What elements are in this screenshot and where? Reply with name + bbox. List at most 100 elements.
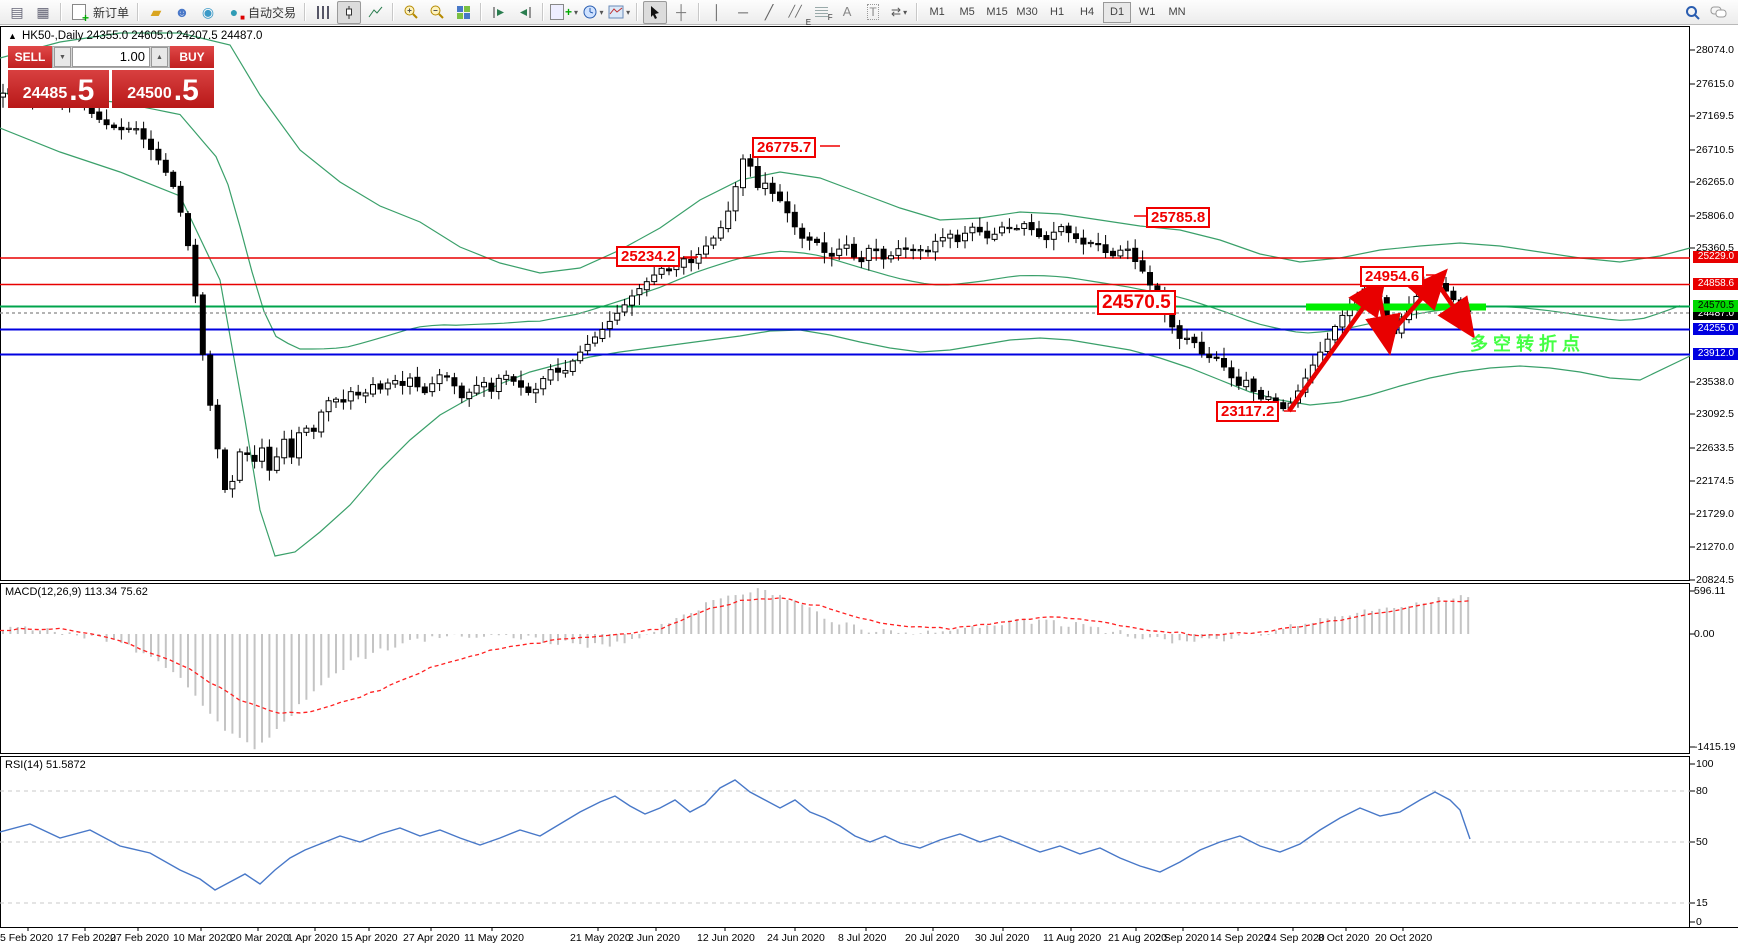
one-click-trading-panel: SELL ▼ 1.00 ▲ BUY 24485 .5 24500 .5 — [8, 46, 214, 108]
main-toolbar: ▤ ▦ + 新订单 ▰ ☻ ◉ ● ■ 自动交易 — [0, 0, 1738, 27]
arrows-icon[interactable]: ⇄ ▾ — [891, 5, 908, 19]
price-axis-tick: 27169.5 — [1696, 110, 1734, 122]
crosshair-icon[interactable]: ┼ — [676, 4, 687, 20]
macd-axis-tick: -1415.19 — [1694, 741, 1736, 753]
date-axis-label: 27 Feb 2020 — [110, 932, 169, 944]
date-axis-label: 14 Sep 2020 — [1210, 932, 1270, 944]
sell-price-display[interactable]: 24485 .5 — [8, 70, 109, 108]
templates-icon[interactable]: ▾ — [607, 1, 631, 24]
price-callout-label: 24954.6 — [1360, 266, 1425, 287]
timeframe-m30[interactable]: M30 — [1016, 6, 1038, 18]
price-callout-label: 24570.5 — [1097, 290, 1176, 315]
sell-price-frac: .5 — [69, 74, 95, 107]
signal-icon[interactable]: ◉ — [201, 4, 215, 20]
price-axis-badge: 25229.0 — [1693, 251, 1738, 263]
timeframe-m15[interactable]: M15 — [986, 6, 1008, 18]
new-order-icon[interactable]: + — [67, 1, 91, 24]
separator — [480, 3, 483, 21]
collapse-chart-button[interactable]: ▲ — [8, 31, 17, 41]
search-icon[interactable] — [1681, 1, 1705, 24]
periods-icon[interactable]: ▾ — [581, 1, 605, 24]
date-axis-label: 20 Jul 2020 — [905, 932, 960, 944]
text-label-icon[interactable]: T — [867, 4, 879, 20]
indicators-icon[interactable]: + ▾ — [549, 1, 579, 24]
chart-shift-icon[interactable] — [513, 1, 537, 24]
price-callout-label: 25785.8 — [1146, 207, 1211, 228]
date-axis-label: 15 Apr 2020 — [341, 932, 398, 944]
date-axis-label: 11 Aug 2020 — [1043, 932, 1102, 944]
bar-chart-icon[interactable] — [311, 1, 335, 24]
date-axis-label: 20 Mar 2020 — [230, 932, 289, 944]
buy-price-frac: .5 — [173, 74, 199, 107]
date-axis-label: 27 Apr 2020 — [403, 932, 460, 944]
text-icon[interactable]: A — [842, 4, 852, 19]
buy-price-display[interactable]: 24500 .5 — [112, 70, 214, 108]
chart-title: HK50-,Daily 24355.0 24605.0 24207.5 2448… — [22, 30, 263, 42]
price-axis-tick: 22174.5 — [1696, 475, 1734, 487]
rsi-axis-tick: 15 — [1696, 897, 1708, 909]
chat-icon[interactable] — [1707, 1, 1731, 24]
timeframe-group: M1 M5 M15 M30 H1 H4 D1 W1 MN — [922, 0, 1192, 25]
candlestick-chart-icon[interactable] — [337, 0, 362, 24]
price-axis-tick: 26265.0 — [1696, 176, 1734, 188]
timeframe-h4[interactable]: H4 — [1080, 6, 1095, 18]
price-axis-tick: 27615.0 — [1696, 78, 1734, 90]
auto-trading-icon[interactable]: ● ■ — [229, 4, 246, 22]
timeframe-h1[interactable]: H1 — [1050, 6, 1065, 18]
data-window-icon[interactable]: ▦ — [36, 4, 50, 20]
price-axis-tick: 28074.0 — [1696, 44, 1734, 56]
buy-button[interactable]: BUY — [170, 46, 214, 68]
vertical-line-icon[interactable]: │ — [712, 4, 722, 20]
timeframe-d1[interactable]: D1 — [1103, 1, 1132, 23]
timeframe-m5[interactable]: M5 — [959, 6, 975, 18]
auto-scroll-icon[interactable] — [487, 1, 511, 24]
date-axis-label: 5 Feb 2020 — [0, 932, 54, 944]
price-axis-badge: 24858.6 — [1693, 278, 1738, 290]
new-order-button[interactable]: 新订单 — [93, 5, 130, 20]
gold-icon[interactable]: ▰ — [150, 4, 162, 20]
date-axis-label: 17 Feb 2020 — [57, 932, 116, 944]
price-axis-tick: 21729.0 — [1696, 508, 1734, 520]
date-axis-label: 21 May 2020 — [570, 932, 631, 944]
separator — [542, 3, 545, 21]
price-callout-label: 26775.7 — [752, 137, 817, 158]
zoom-out-icon[interactable] — [425, 1, 449, 24]
rsi-axis-tick: 80 — [1696, 785, 1708, 797]
rsi-axis-tick: 100 — [1696, 758, 1714, 770]
price-axis-tick: 20824.5 — [1696, 574, 1734, 586]
volume-input[interactable]: 1.00 — [72, 47, 150, 67]
rsi-axis-tick: 50 — [1696, 836, 1708, 848]
volume-decrease-button[interactable]: ▼ — [54, 47, 71, 67]
fibonacci-icon[interactable]: F — [809, 1, 833, 24]
horizontal-line-icon[interactable]: ─ — [738, 4, 749, 20]
macd-indicator-label: MACD(12,26,9) 113.34 75.62 — [5, 586, 148, 598]
separator — [698, 3, 701, 21]
date-axis-label: 11 May 2020 — [464, 932, 524, 944]
auto-trading-button[interactable]: 自动交易 — [248, 5, 297, 20]
separator — [304, 3, 307, 21]
date-axis-label: 8 Oct 2020 — [1318, 932, 1370, 944]
sell-price-main: 24485 — [22, 85, 68, 102]
timeframe-w1[interactable]: W1 — [1138, 6, 1156, 18]
price-axis-tick: 21270.0 — [1696, 541, 1734, 553]
date-axis-label: 21 Aug 2020 — [1108, 932, 1167, 944]
tile-windows-icon[interactable] — [451, 1, 475, 24]
line-chart-icon[interactable] — [363, 1, 387, 24]
date-axis-label: 10 Mar 2020 — [173, 932, 232, 944]
zoom-in-icon[interactable] — [399, 1, 423, 24]
price-axis-badge: 24255.0 — [1693, 323, 1738, 335]
volume-increase-button[interactable]: ▲ — [151, 47, 168, 67]
trendline-icon[interactable]: ╱ — [764, 4, 774, 20]
price-axis-tick: 23538.0 — [1696, 376, 1734, 388]
timeframe-m1[interactable]: M1 — [929, 6, 945, 18]
cursor-icon[interactable] — [643, 0, 668, 24]
equidistant-channel-icon[interactable]: ╱╱ E — [788, 6, 812, 27]
price-callout-label: 23117.2 — [1216, 401, 1280, 422]
market-watch-icon[interactable]: ▤ — [10, 4, 24, 20]
sell-button[interactable]: SELL — [8, 46, 52, 68]
macd-axis-tick: 0.00 — [1694, 628, 1715, 640]
client-terminal-icon[interactable]: ☻ — [174, 4, 190, 20]
timeframe-mn[interactable]: MN — [1168, 6, 1186, 18]
